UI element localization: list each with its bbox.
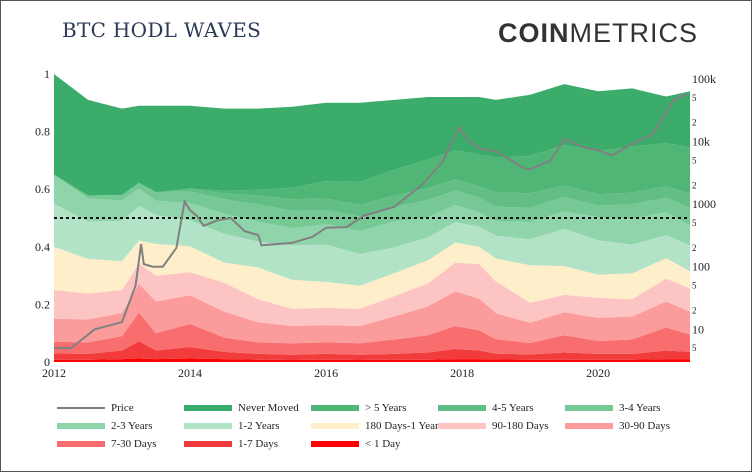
area-never-moved	[54, 74, 690, 196]
legend-swatch	[311, 405, 359, 411]
price-tick-label: 100k	[692, 72, 716, 86]
area-2-3-years	[54, 174, 690, 254]
legend-label: Price	[111, 402, 134, 414]
legend-swatch	[438, 423, 486, 429]
price-tick-label: 10	[692, 322, 704, 336]
legend-swatch	[311, 441, 359, 447]
legend-swatch	[311, 423, 359, 429]
legend-label: 4-5 Years	[492, 402, 534, 414]
legend-swatch	[438, 405, 486, 411]
price-minor-tick-label: 5	[692, 93, 697, 103]
legend-item-5-years[interactable]: > 5 Years	[311, 400, 406, 416]
area-1-2-years	[54, 203, 690, 286]
x-tick-label: 2018	[450, 366, 474, 380]
y-tick-label: 0	[44, 355, 50, 369]
legend-item-180-days-1-year[interactable]: 180 Days-1 Year	[311, 418, 439, 434]
legend-label: > 5 Years	[365, 402, 407, 414]
y-tick-label: 0.4	[35, 240, 50, 254]
area-1-7-days	[54, 341, 690, 360]
legend-swatch	[184, 405, 232, 411]
x-tick-label: 2014	[178, 366, 202, 380]
price-minor-tick-label: 5	[692, 218, 697, 228]
legend-swatch	[57, 423, 105, 429]
x-tick-label: 2020	[586, 366, 610, 380]
y-tick-label: 1	[44, 67, 50, 81]
x-tick-label: 2016	[314, 366, 338, 380]
legend-label: 2-3 Years	[111, 420, 153, 432]
y-tick-label: 0.8	[35, 125, 50, 139]
price-tick-label: 1000	[692, 197, 716, 211]
area-30-90-days	[54, 283, 690, 344]
legend-label: 7-30 Days	[111, 438, 157, 450]
area-1-day	[54, 358, 690, 362]
legend-item-2-3-years[interactable]: 2-3 Years	[57, 418, 153, 434]
price-minor-tick-label: 2	[692, 243, 697, 253]
legend-label: 1-2 Years	[238, 420, 280, 432]
legend-swatch	[565, 423, 613, 429]
y-tick-label: 0.6	[35, 182, 50, 196]
price-minor-tick-label: 5	[692, 343, 697, 353]
legend-swatch	[57, 407, 105, 409]
area-layers	[54, 74, 690, 362]
chart-title: BTC HODL WAVES	[62, 18, 262, 42]
legend-item-1-7-days[interactable]: 1-7 Days	[184, 436, 278, 452]
legend-item-1-day[interactable]: < 1 Day	[311, 436, 401, 452]
price-minor-tick-label: 5	[692, 281, 697, 291]
area-90-180-days	[54, 262, 690, 326]
brand-logo: COINMETRICS	[498, 18, 698, 49]
y-axis-left-ticks: 0 0.2 0.4 0.6 0.8 1	[35, 67, 50, 369]
legend-swatch	[57, 441, 105, 447]
legend-item-7-30-days[interactable]: 7-30 Days	[57, 436, 157, 452]
legend-label: 180 Days-1 Year	[365, 420, 439, 432]
legend-swatch	[565, 405, 613, 411]
area-3-4-years	[54, 174, 690, 231]
legend-item-30-90-days[interactable]: 30-90 Days	[565, 418, 670, 434]
legend-swatch	[184, 423, 232, 429]
legend-item-never-moved[interactable]: Never Moved	[184, 400, 299, 416]
legend-label: Never Moved	[238, 402, 299, 414]
legend-label: 1-7 Days	[238, 438, 279, 450]
legend-label: 30-90 Days	[619, 420, 671, 432]
legend-item-3-4-years[interactable]: 3-4 Years	[565, 400, 661, 416]
hodl-waves-chart: 2012 2014 2016 2018 2020 00.20.40.60.81 1010…	[35, 67, 716, 380]
y-axis-right-ticks: 10 100 1000 10k 100k 5 2 5 2 5 2 5 2 5	[692, 72, 716, 353]
brand-logo-bold: COIN	[498, 18, 570, 48]
area-5-years	[54, 143, 690, 205]
area-4-5-years	[54, 174, 690, 217]
brand-logo-light: METRICS	[569, 18, 698, 48]
price-minor-tick-label: 2	[692, 118, 697, 128]
legend-label: 90-180 Days	[492, 420, 549, 432]
price-tick-label: 10k	[692, 135, 710, 149]
price-tick-label: 100	[692, 260, 710, 274]
legend-item-price[interactable]: Price	[57, 400, 134, 416]
price-minor-tick-label: 2	[692, 305, 697, 315]
area-180-days-1-year	[54, 240, 690, 309]
legend-item-4-5-years[interactable]: 4-5 Years	[438, 400, 534, 416]
price-line	[54, 92, 688, 350]
price-minor-tick-label: 2	[692, 180, 697, 190]
legend-swatch	[184, 441, 232, 447]
y-tick-label: 0.2	[35, 297, 50, 311]
legend-label: < 1 Day	[365, 438, 401, 450]
legend-item-1-2-years[interactable]: 1-2 Years	[184, 418, 280, 434]
x-tick-label: 2012	[42, 366, 66, 380]
area-7-30-days	[54, 312, 690, 355]
legend-item-90-180-days[interactable]: 90-180 Days	[438, 418, 549, 434]
legend-label: 3-4 Years	[619, 402, 661, 414]
price-minor-tick-label: 5	[692, 155, 697, 165]
x-axis-ticks: 2012 2014 2016 2018 2020	[42, 366, 610, 380]
